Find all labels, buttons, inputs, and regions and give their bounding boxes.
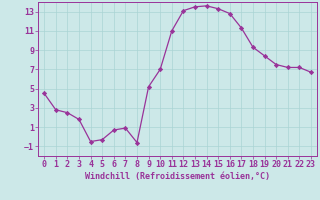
X-axis label: Windchill (Refroidissement éolien,°C): Windchill (Refroidissement éolien,°C) (85, 172, 270, 181)
